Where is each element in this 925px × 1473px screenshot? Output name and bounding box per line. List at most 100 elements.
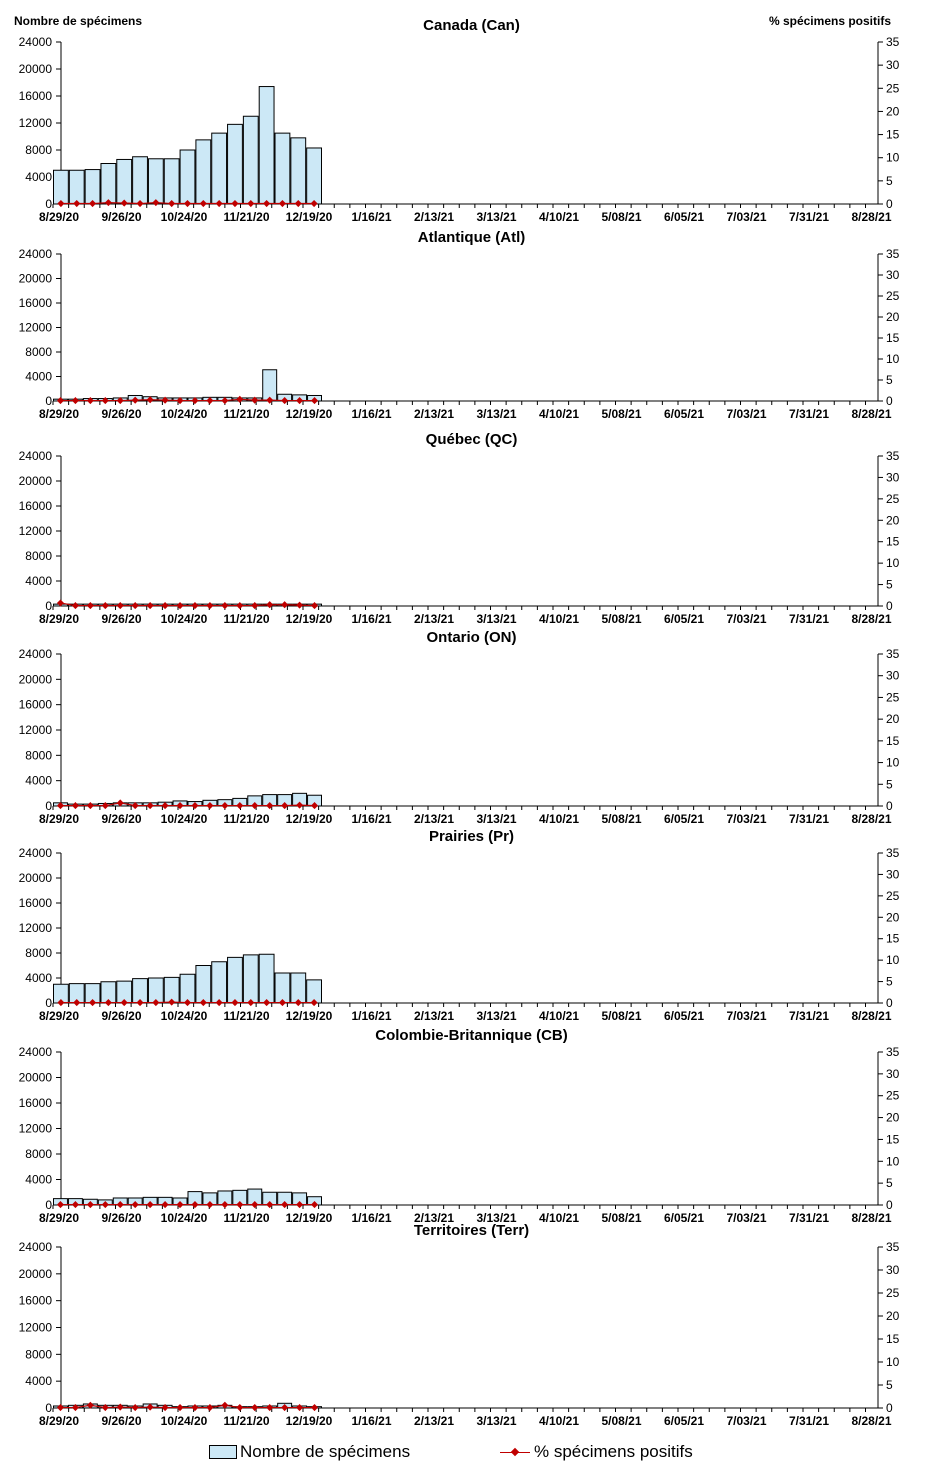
positivity-point bbox=[221, 397, 229, 405]
x-tick-label: 12/19/20 bbox=[286, 812, 333, 826]
right-tick-label: 30 bbox=[886, 1263, 900, 1277]
x-tick-label: 8/29/20 bbox=[39, 1009, 79, 1023]
positivity-point bbox=[86, 802, 94, 810]
right-tick-label: 20 bbox=[886, 910, 900, 924]
right-tick-label: 0 bbox=[886, 1198, 893, 1212]
left-tick-label: 4000 bbox=[25, 1374, 52, 1388]
x-tick-label: 1/16/21 bbox=[351, 1414, 391, 1428]
positivity-point bbox=[251, 802, 259, 810]
x-tick-label: 5/08/21 bbox=[601, 210, 641, 224]
left-tick-label: 12000 bbox=[19, 321, 53, 335]
specimen-bar bbox=[163, 158, 180, 205]
left-tick-label: 4000 bbox=[25, 574, 52, 588]
left-tick-label: 12000 bbox=[19, 723, 53, 737]
x-tick-label: 2/13/21 bbox=[414, 612, 454, 626]
positivity-point bbox=[131, 602, 139, 610]
right-tick-label: 25 bbox=[886, 81, 900, 95]
positivity-point bbox=[296, 801, 304, 809]
x-tick-label: 11/21/20 bbox=[223, 1414, 269, 1428]
x-tick-label: 9/26/20 bbox=[101, 1414, 141, 1428]
left-tick-label: 12000 bbox=[19, 116, 53, 130]
positivity-point bbox=[221, 602, 229, 610]
right-tick-label: 0 bbox=[886, 599, 893, 613]
right-tick-label: 35 bbox=[886, 1045, 900, 1059]
positivity-point bbox=[278, 200, 286, 208]
right-tick-label: 20 bbox=[886, 104, 900, 118]
right-tick-label: 25 bbox=[886, 492, 900, 506]
right-tick-label: 10 bbox=[886, 1355, 900, 1369]
x-tick-label: 7/03/21 bbox=[726, 407, 766, 421]
left-tick-label: 24000 bbox=[19, 846, 53, 860]
x-tick-label: 1/16/21 bbox=[351, 210, 391, 224]
positivity-point bbox=[199, 999, 207, 1007]
left-axis-label: Nombre de spécimens bbox=[14, 14, 143, 28]
positivity-point bbox=[183, 999, 192, 1007]
positivity-point bbox=[176, 802, 184, 810]
x-tick-label: 12/19/20 bbox=[286, 612, 333, 626]
x-tick-label: 4/10/21 bbox=[539, 1414, 579, 1428]
left-tick-label: 12000 bbox=[19, 921, 53, 935]
positivity-point bbox=[161, 802, 169, 810]
x-tick-label: 8/29/20 bbox=[39, 1211, 79, 1225]
positivity-point bbox=[247, 999, 255, 1007]
positivity-point bbox=[236, 1404, 244, 1412]
positivity-point bbox=[310, 602, 319, 610]
legend-item-specimens: Nombre de spécimens bbox=[209, 1440, 410, 1464]
x-tick-label: 7/03/21 bbox=[726, 1211, 766, 1225]
positivity-point bbox=[131, 802, 139, 810]
positivity-point bbox=[236, 602, 244, 610]
positivity-point bbox=[116, 397, 124, 405]
x-tick-label: 11/21/20 bbox=[223, 612, 269, 626]
positivity-point bbox=[310, 999, 318, 1007]
x-tick-label: 7/03/21 bbox=[726, 812, 766, 826]
positivity-point bbox=[101, 602, 109, 610]
x-tick-label: 7/31/21 bbox=[789, 1211, 829, 1225]
left-tick-label: 8000 bbox=[25, 1147, 52, 1161]
specimen-bar bbox=[242, 954, 259, 1004]
right-tick-label: 5 bbox=[886, 174, 893, 188]
positivity-point bbox=[191, 397, 199, 405]
x-tick-label: 7/31/21 bbox=[789, 210, 829, 224]
x-tick-label: 5/08/21 bbox=[601, 812, 641, 826]
left-tick-label: 8000 bbox=[25, 345, 52, 359]
right-tick-label: 5 bbox=[886, 1378, 893, 1392]
left-tick-label: 8000 bbox=[25, 748, 52, 762]
x-tick-label: 1/16/21 bbox=[351, 1009, 391, 1023]
right-tick-label: 30 bbox=[886, 669, 900, 683]
x-tick-label: 10/24/20 bbox=[161, 612, 208, 626]
right-tick-label: 20 bbox=[886, 513, 900, 527]
x-tick-label: 9/26/20 bbox=[101, 612, 141, 626]
right-tick-label: 0 bbox=[886, 394, 893, 408]
chart-title: Atlantique (Atl) bbox=[418, 229, 525, 246]
specimen-bar bbox=[274, 132, 291, 205]
x-tick-label: 2/13/21 bbox=[414, 210, 454, 224]
positivity-point bbox=[278, 999, 286, 1007]
x-tick-label: 5/08/21 bbox=[601, 1211, 641, 1225]
positivity-point bbox=[231, 999, 239, 1007]
right-tick-label: 15 bbox=[886, 932, 900, 946]
x-tick-label: 3/13/21 bbox=[476, 1414, 516, 1428]
left-tick-label: 4000 bbox=[25, 971, 52, 985]
left-tick-label: 20000 bbox=[19, 62, 53, 76]
left-tick-label: 0 bbox=[45, 799, 52, 813]
right-tick-label: 5 bbox=[886, 373, 893, 387]
specimen-bar bbox=[306, 147, 323, 205]
positivity-point bbox=[71, 802, 79, 810]
right-tick-label: 5 bbox=[886, 975, 893, 989]
left-tick-label: 16000 bbox=[19, 1096, 53, 1110]
x-tick-label: 10/24/20 bbox=[161, 1009, 208, 1023]
x-tick-label: 12/19/20 bbox=[286, 1414, 333, 1428]
right-tick-label: 10 bbox=[886, 756, 900, 770]
right-tick-label: 0 bbox=[886, 799, 893, 813]
positivity-point bbox=[266, 396, 274, 404]
positivity-point bbox=[281, 601, 289, 609]
x-tick-label: 8/28/21 bbox=[851, 812, 891, 826]
positivity-point bbox=[296, 1404, 304, 1412]
x-tick-label: 2/13/21 bbox=[414, 1414, 454, 1428]
x-tick-label: 1/16/21 bbox=[351, 1211, 391, 1225]
x-tick-label: 5/08/21 bbox=[601, 407, 641, 421]
x-tick-label: 9/26/20 bbox=[101, 407, 141, 421]
right-tick-label: 35 bbox=[886, 1240, 900, 1254]
specimen-bar bbox=[274, 972, 291, 1004]
